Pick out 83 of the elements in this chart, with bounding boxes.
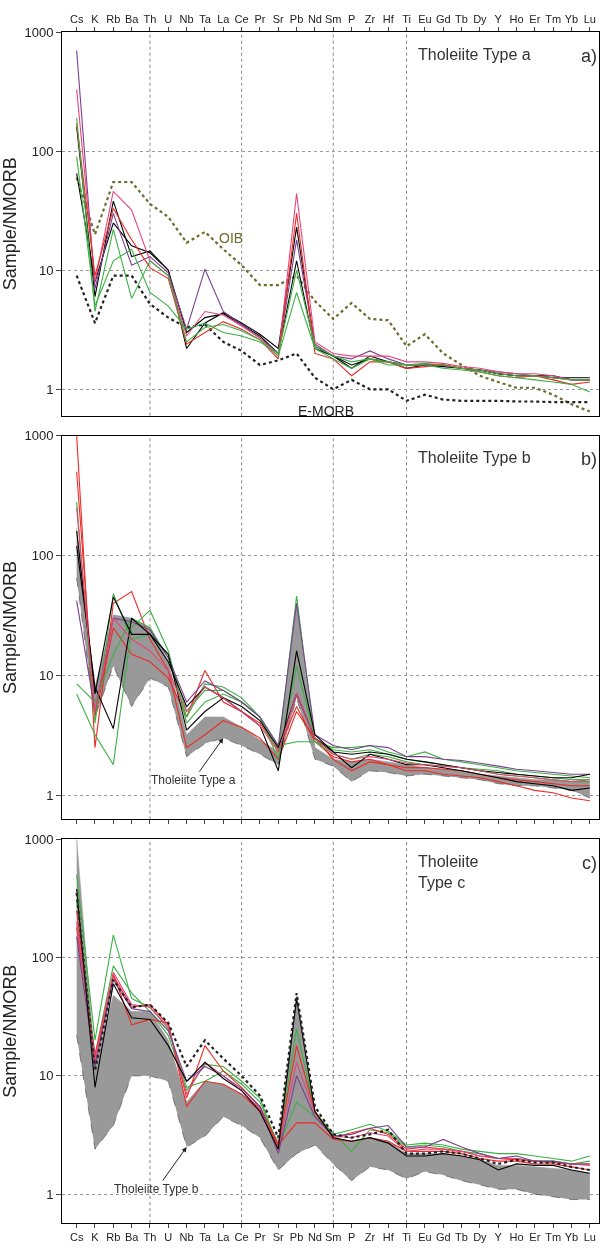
x-tick-label: Ti: [402, 1231, 411, 1244]
x-tick-label: Pr: [254, 1231, 266, 1244]
x-tick-label: Zr: [364, 12, 376, 25]
series-label: E-MORB: [298, 403, 354, 419]
x-tick-label: Pb: [289, 1231, 304, 1244]
x-tick-label: Nd: [307, 12, 322, 25]
y-tick-label: 10: [38, 1068, 54, 1084]
x-tick-label: K: [91, 1231, 100, 1244]
y-axis-title: Sample/NMORB: [0, 964, 20, 1098]
x-tick-label: Ce: [234, 1231, 249, 1244]
x-tick-label: Eu: [418, 12, 432, 25]
text: Tholeiite Type c: [418, 853, 479, 891]
x-tick-label: Sm: [325, 1231, 342, 1244]
x-tick-label: La: [217, 1231, 231, 1244]
x-tick-label: P: [347, 1231, 356, 1244]
y-tick-label: 1000: [24, 24, 54, 40]
annotation: Tholeiite Type b: [114, 1182, 199, 1196]
x-tick-label: Sm: [325, 12, 342, 25]
y-axis-title: Sample/NMORB: [0, 560, 20, 695]
x-tick-label: Ce: [234, 12, 249, 25]
x-tick-label: Tb: [455, 12, 468, 25]
series-label: OIB: [219, 230, 244, 246]
x-tick-label: Nd: [307, 1231, 322, 1244]
x-tick-label: Th: [143, 1231, 157, 1244]
annotation: b): [581, 449, 598, 469]
x-tick-label: Zr: [364, 1231, 376, 1244]
x-tick-label: Ho: [509, 12, 524, 25]
x-tick-label: Sr: [272, 12, 285, 25]
x-tick-label: Nb: [179, 1231, 194, 1244]
x-tick-label: Rb: [106, 1231, 121, 1244]
x-tick-label: Lu: [583, 12, 596, 25]
y-tick-label: 1: [46, 1186, 54, 1202]
x-tick-label: Er: [529, 12, 541, 25]
x-tick-label: Gd: [435, 12, 451, 25]
x-tick-label: Dy: [473, 1231, 488, 1244]
x-tick-label: La: [217, 12, 231, 25]
annotation: Tholeiite Type a: [151, 773, 236, 787]
x-tick-label: Ta: [199, 12, 212, 25]
y-tick-label: 1: [46, 787, 54, 803]
x-tick-label: Ho: [509, 1231, 524, 1244]
x-tick-label: Tb: [455, 1231, 468, 1244]
x-tick-label: Cs: [69, 12, 84, 25]
x-tick-label: Pr: [254, 12, 266, 25]
x-tick-label: Hf: [382, 1231, 395, 1244]
y-tick-label: 10: [38, 667, 54, 683]
x-tick-label: U: [164, 1231, 173, 1244]
x-tick-label: Ba: [124, 12, 140, 25]
x-tick-label: Ta: [199, 1231, 212, 1244]
x-tick-label: Lu: [583, 1231, 596, 1244]
y-tick-label: 1: [46, 381, 54, 397]
x-tick-label: P: [347, 12, 356, 25]
x-tick-label: Yb: [564, 1231, 579, 1244]
x-tick-label: Ti: [402, 12, 411, 25]
x-tick-label: Dy: [473, 12, 488, 25]
x-tick-label: K: [91, 12, 100, 25]
y-tick-label: 100: [31, 950, 54, 966]
x-tick-label: Nb: [179, 12, 194, 25]
text: Tholeiite Type a: [418, 46, 531, 63]
x-tick-label: Rb: [106, 12, 121, 25]
text: Tholeiite Type b: [418, 449, 531, 466]
x-tick-label: Ba: [124, 1231, 140, 1244]
x-tick-label: Yb: [564, 12, 579, 25]
x-tick-label: Th: [143, 12, 157, 25]
y-tick-label: 100: [31, 143, 54, 159]
x-tick-label: Y: [494, 12, 503, 25]
x-tick-label: Sr: [272, 1231, 285, 1244]
x-tick-label: Tm: [545, 1231, 562, 1244]
y-tick-label: 100: [31, 548, 54, 564]
x-tick-label: Gd: [435, 1231, 451, 1244]
x-tick-label: U: [164, 12, 173, 25]
x-tick-label: Y: [494, 1231, 503, 1244]
x-tick-label: Eu: [418, 1231, 432, 1244]
x-tick-label: Cs: [69, 1231, 84, 1244]
x-tick-label: Hf: [382, 12, 395, 25]
y-tick-label: 1000: [24, 428, 54, 444]
x-tick-label: Er: [529, 1231, 541, 1244]
y-tick-label: 1000: [24, 831, 54, 847]
annotation: c): [582, 853, 597, 873]
y-tick-label: 10: [38, 262, 54, 278]
y-axis-title: Sample/NMORB: [0, 157, 20, 291]
x-tick-label: Pb: [289, 12, 304, 25]
annotation: a): [581, 46, 598, 66]
x-tick-label: Tm: [545, 12, 562, 25]
